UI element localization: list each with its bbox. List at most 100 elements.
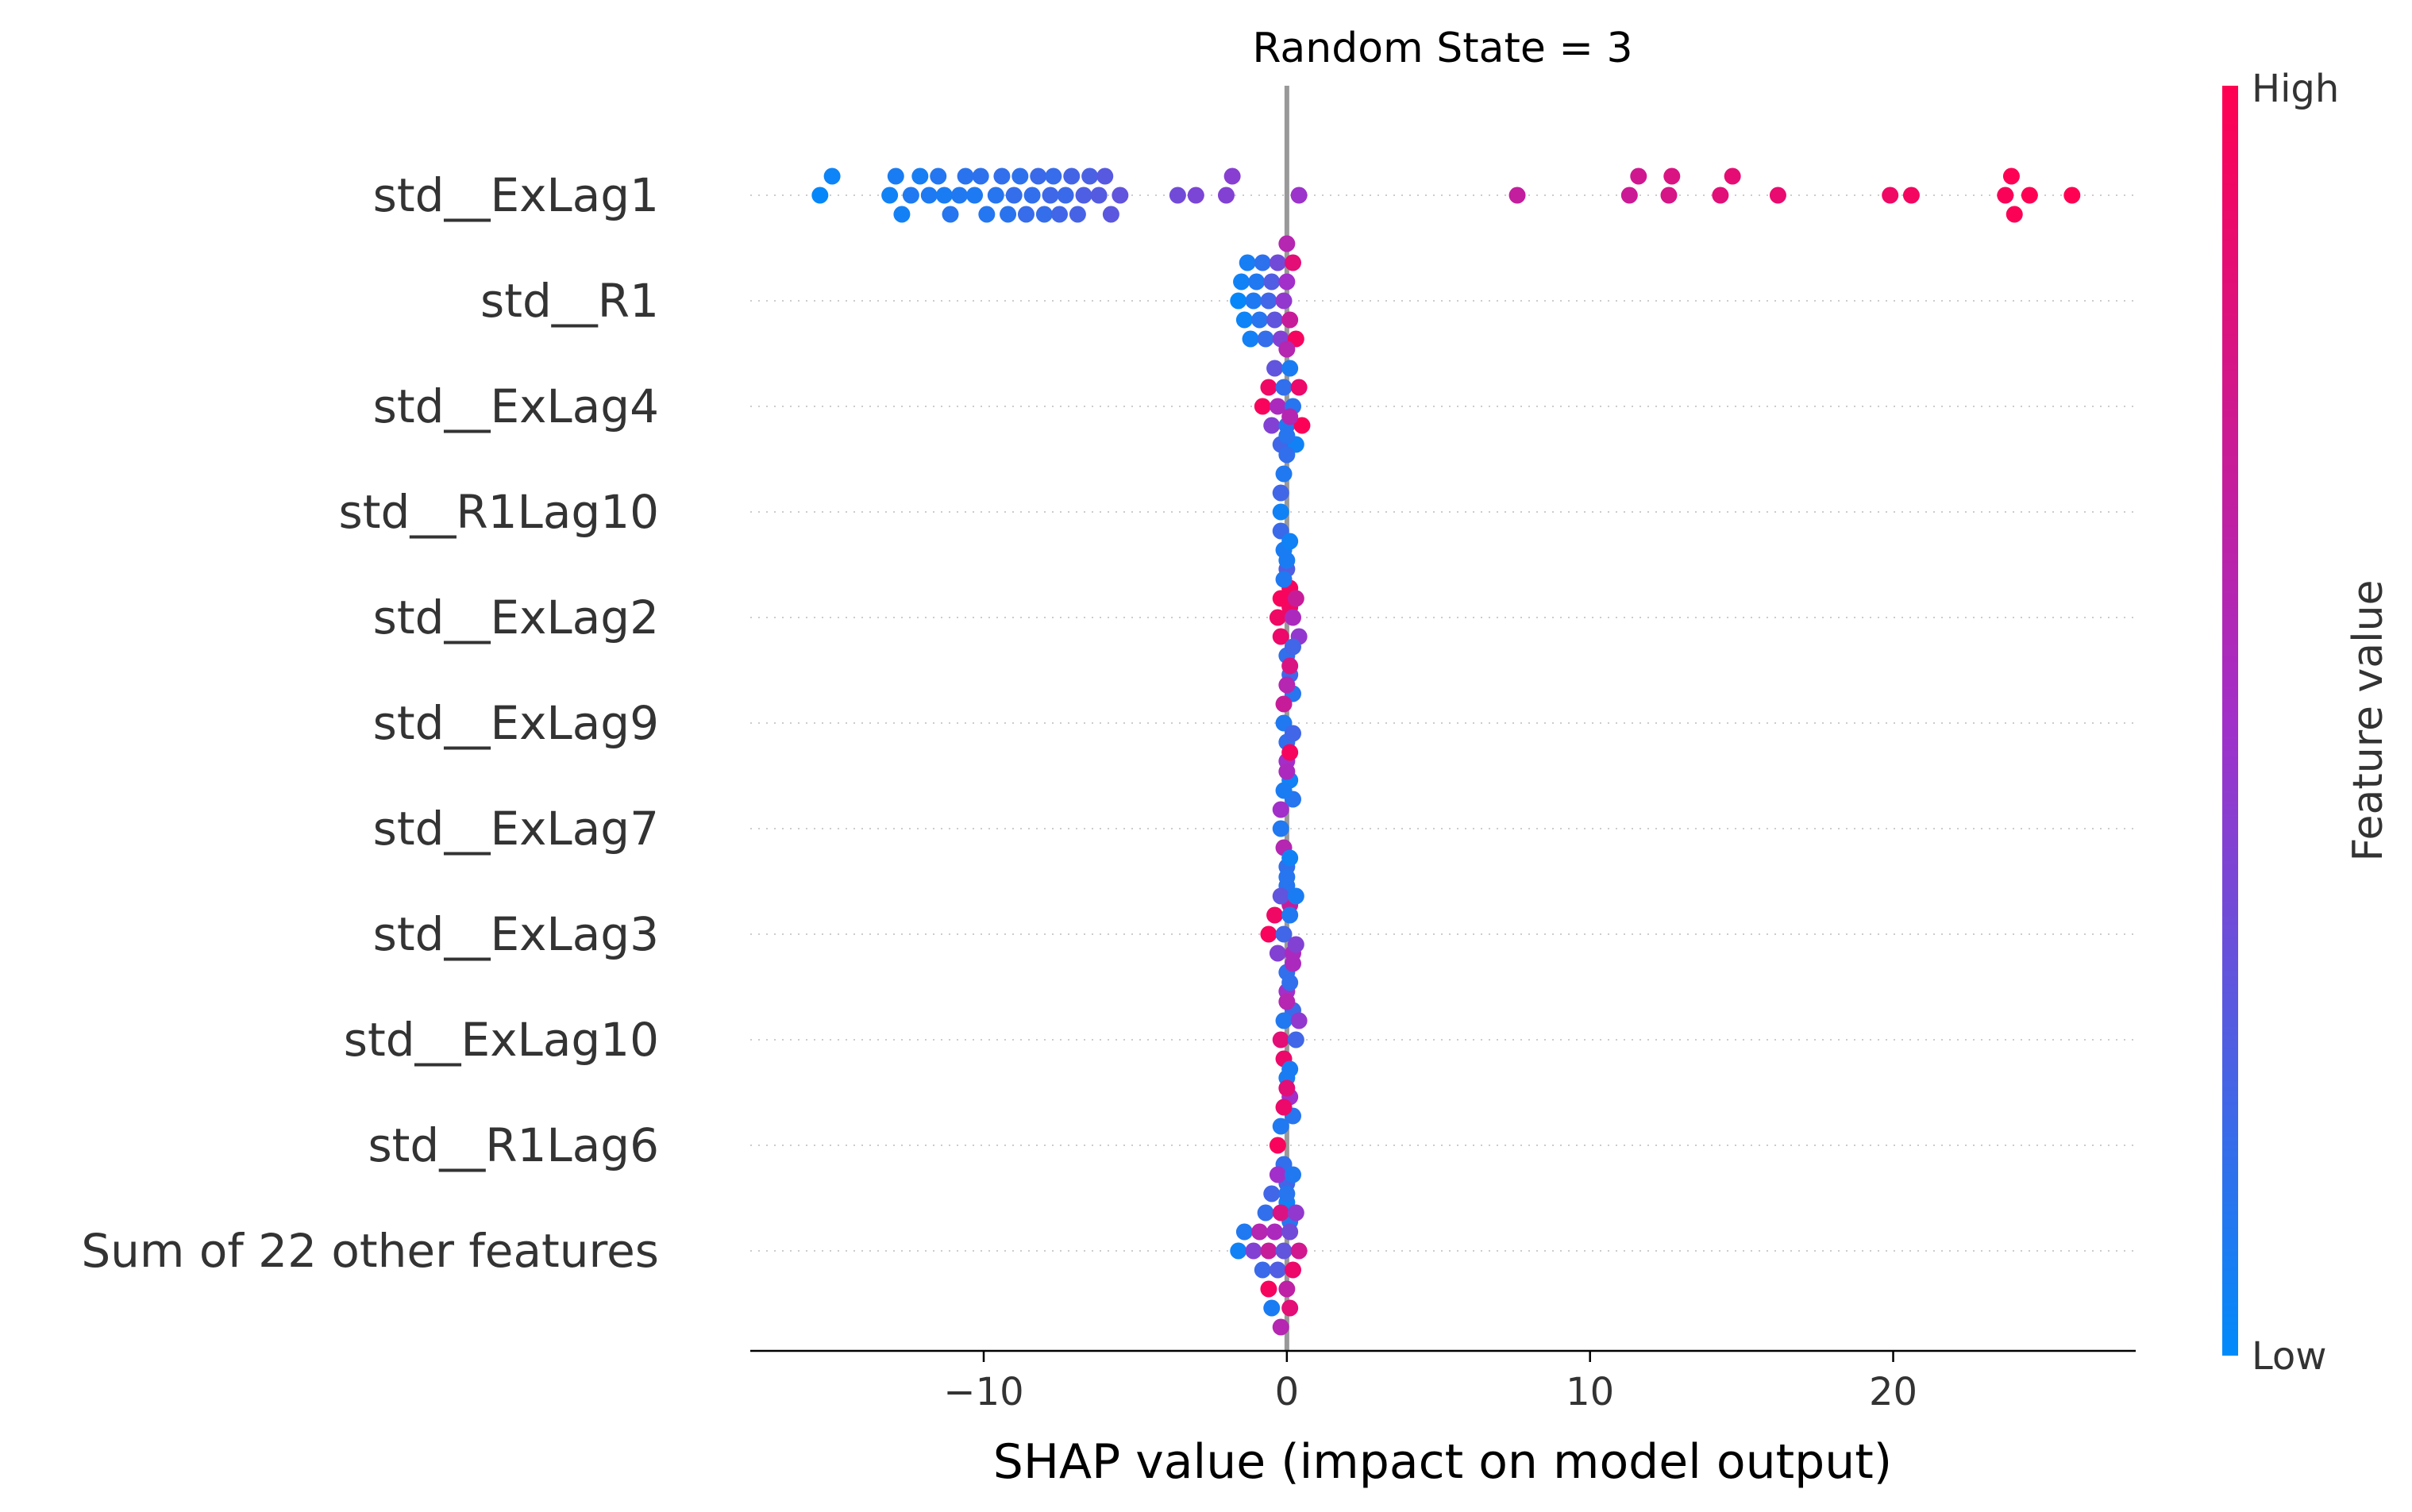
shap-point: [1272, 1118, 1289, 1135]
feature-label-std-exlag10: std__ExLag10: [344, 1013, 659, 1067]
shap-point: [1272, 590, 1289, 607]
feature-label-std-exlag1: std__ExLag1: [373, 168, 659, 222]
x-tick-label: 0: [1275, 1370, 1300, 1414]
feature-label-std-r1: std__R1: [480, 274, 659, 328]
chart-title: Random State = 3: [1252, 25, 1632, 72]
shap-point: [993, 167, 1011, 185]
shap-point: [811, 187, 829, 204]
colorbar-title: Feature value: [2345, 579, 2392, 861]
shap-point: [1239, 254, 1256, 271]
shap-point: [1287, 590, 1304, 607]
shap-point: [972, 167, 989, 185]
shap-point: [1278, 427, 1296, 444]
shap-point: [1217, 187, 1235, 204]
shap-point: [1266, 311, 1284, 329]
shap-point: [911, 167, 929, 185]
shap-point: [1235, 311, 1253, 329]
shap-point: [1281, 408, 1299, 425]
shap-point: [1233, 273, 1250, 290]
shap-point: [935, 187, 953, 204]
shap-point: [1281, 849, 1299, 867]
shap-point: [1023, 187, 1041, 204]
shap-point: [1005, 187, 1023, 204]
shap-point: [1272, 1318, 1289, 1336]
shap-point: [1257, 330, 1274, 348]
row-guides: [750, 194, 2136, 1252]
shap-point: [1275, 925, 1293, 943]
x-tick-label: 10: [1566, 1370, 1614, 1414]
feature-label-std-exlag3: std__ExLag3: [373, 907, 659, 961]
feature-label-std-r1lag6: std__R1Lag6: [368, 1118, 659, 1172]
shap-point: [1269, 1261, 1286, 1279]
shap-point: [1254, 398, 1271, 415]
shap-point: [1281, 906, 1299, 924]
shap-point: [1266, 906, 1284, 924]
shap-point: [1882, 187, 1899, 204]
shap-point: [1275, 782, 1293, 799]
shap-point: [1075, 187, 1092, 204]
shap-point: [1275, 695, 1293, 713]
shap-point: [930, 167, 947, 185]
x-axis-label: SHAP value (impact on model output): [993, 1434, 1892, 1490]
shap-point: [1272, 503, 1289, 521]
shap-point: [1081, 167, 1099, 185]
shap-point: [1050, 206, 1068, 223]
shap-point: [1260, 1242, 1277, 1260]
shap-point: [1269, 1137, 1286, 1154]
shap-point: [1235, 1223, 1253, 1241]
shap-point: [1069, 206, 1086, 223]
shap-point: [1281, 1299, 1299, 1317]
shap-point: [1281, 744, 1299, 761]
shap-point: [1278, 235, 1296, 252]
shap-point: [1272, 820, 1289, 837]
shap-point: [1272, 1031, 1289, 1048]
shap-point: [1230, 1242, 1247, 1260]
colorbar-low-label: Low: [2252, 1334, 2327, 1379]
x-tick-label: −10: [943, 1370, 1023, 1414]
shap-point: [1260, 1280, 1277, 1298]
shap-point: [1290, 379, 1308, 396]
shap-point: [1281, 657, 1299, 675]
shap-point: [1269, 254, 1286, 271]
shap-point: [1045, 167, 1062, 185]
shap-point: [1035, 206, 1053, 223]
shap-point: [1281, 533, 1299, 550]
shap-point: [920, 187, 938, 204]
shap-point: [1275, 571, 1293, 588]
shap-point: [1102, 206, 1119, 223]
shap-point: [1663, 167, 1681, 185]
shap-point: [1269, 398, 1286, 415]
shap-point: [1272, 484, 1289, 502]
shap-point: [1278, 1079, 1296, 1097]
feature-label-std-exlag2: std__ExLag2: [373, 591, 659, 644]
shap-point: [1275, 1098, 1293, 1116]
shap-point: [1230, 292, 1247, 310]
shap-point: [1724, 167, 1741, 185]
shap-point: [1096, 167, 1114, 185]
shap-point: [1281, 360, 1299, 377]
shap-point: [1284, 955, 1301, 972]
shap-point: [1275, 292, 1293, 310]
shap-point: [1275, 1012, 1293, 1029]
shap-point: [1000, 206, 1017, 223]
shap-point: [2063, 187, 2081, 204]
shap-point: [1284, 725, 1301, 742]
shap-point: [893, 206, 911, 223]
shap-point: [1278, 763, 1296, 780]
shap-point: [1997, 187, 2014, 204]
shap-point: [1263, 417, 1281, 434]
shap-point: [823, 167, 841, 185]
shap-point: [1278, 1185, 1296, 1202]
shap-point: [950, 187, 968, 204]
shap-point: [1263, 273, 1281, 290]
shap-point: [1290, 1242, 1308, 1260]
shap-point: [1260, 379, 1277, 396]
shap-point: [966, 187, 984, 204]
x-tick-label: 20: [1869, 1370, 1917, 1414]
shap-point: [1248, 273, 1266, 290]
shap-point: [1254, 1261, 1271, 1279]
shap-point: [1242, 330, 1259, 348]
shap-point: [2002, 167, 2020, 185]
shap-point: [1169, 187, 1186, 204]
